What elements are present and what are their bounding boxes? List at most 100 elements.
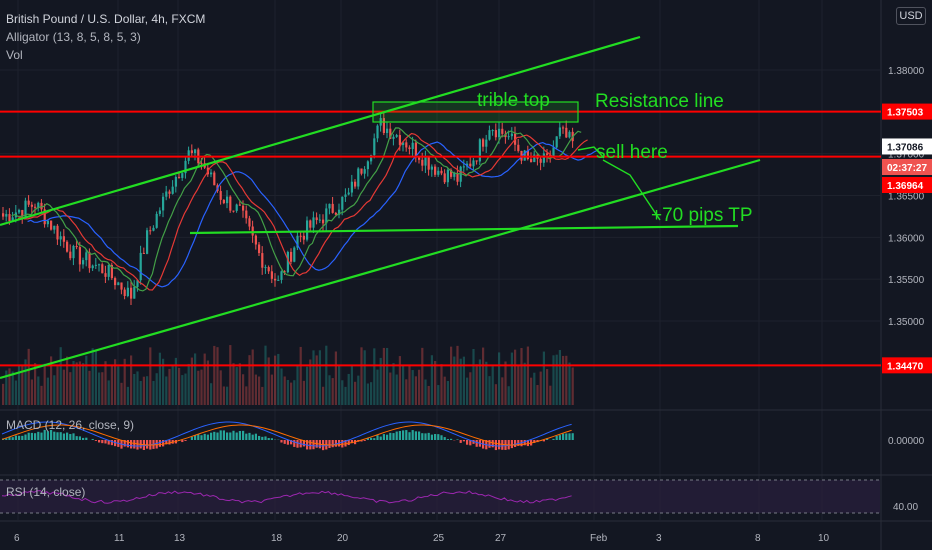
candle-body — [37, 202, 40, 208]
volume-legend[interactable]: Vol — [6, 48, 23, 62]
volume-bar — [98, 372, 101, 405]
candle-body — [222, 199, 225, 204]
macd-bar — [232, 430, 235, 440]
volume-bar — [235, 367, 238, 405]
candle-body — [331, 203, 334, 213]
macd-bar — [488, 440, 491, 448]
macd-bar — [517, 440, 520, 446]
candle-body — [405, 142, 408, 148]
candle-body — [421, 159, 424, 166]
macd-bar — [158, 440, 161, 447]
price-tag — [882, 357, 932, 374]
rsi-legend[interactable]: RSI (14, close) — [6, 485, 86, 499]
projection-arrow — [602, 159, 661, 221]
volume-bar — [104, 361, 107, 405]
volume-bar — [542, 351, 545, 405]
volume-bar — [21, 365, 24, 405]
candle-body — [478, 139, 481, 162]
alligator-legend[interactable]: Alligator (13, 8, 5, 8, 5, 3) — [6, 30, 141, 44]
volume-bar — [424, 379, 427, 405]
volume-bar — [190, 357, 193, 405]
candle-body — [242, 205, 245, 211]
candle-body — [274, 278, 277, 281]
macd-bar — [523, 440, 526, 446]
macd-bar — [498, 440, 501, 450]
macd-bar — [437, 434, 440, 440]
volume-bar — [434, 360, 437, 405]
candle-body — [558, 127, 561, 137]
volume-bar — [200, 369, 203, 405]
volume-bar — [264, 345, 267, 405]
volume-bar — [75, 362, 78, 405]
macd-bar — [53, 431, 56, 440]
price-tag — [882, 159, 932, 175]
macd-bar — [18, 435, 21, 440]
candle-body — [8, 214, 11, 221]
time-tick-label: Feb — [590, 533, 608, 544]
candle-body — [306, 220, 309, 240]
rsi-axis-label: 40.00 — [893, 502, 918, 513]
currency-button[interactable]: USD — [896, 7, 926, 25]
macd-bar — [514, 440, 517, 447]
macd-bar — [85, 437, 88, 440]
volume-bar — [152, 380, 155, 405]
candle-body — [232, 210, 235, 212]
volume-bar — [325, 345, 328, 405]
volume-bar — [331, 378, 334, 405]
macd-line — [1, 421, 572, 447]
candle-body — [555, 136, 558, 148]
macd-bar — [261, 436, 264, 440]
macd-legend[interactable]: MACD (12, 26, close, 9) — [6, 418, 135, 432]
volume-bar — [363, 350, 366, 405]
volume-bar — [478, 359, 481, 405]
macd-bar — [146, 440, 149, 449]
macd-bar — [459, 440, 462, 443]
macd-bar — [219, 430, 222, 440]
candle-body — [293, 247, 296, 262]
price-tag-label: 1.34470 — [887, 361, 924, 372]
volume-bar — [520, 348, 523, 405]
macd-bar — [360, 440, 363, 442]
macd-bar — [94, 440, 97, 441]
candle-body — [440, 170, 443, 174]
price-tag — [882, 103, 932, 120]
volume-bar — [488, 376, 491, 405]
candle-body — [251, 226, 254, 236]
candle-body — [510, 133, 513, 137]
candle-body — [155, 213, 158, 228]
candle-body — [59, 236, 62, 240]
volume-bar — [392, 363, 395, 405]
volume-bar — [443, 376, 446, 405]
price-tag — [882, 138, 932, 155]
candle-body — [494, 130, 497, 138]
macd-bar — [411, 430, 414, 440]
macd-bar — [382, 434, 385, 440]
macd-bar — [78, 436, 81, 440]
candle-body — [395, 135, 398, 137]
candle-body — [5, 214, 8, 217]
candle-body — [104, 273, 107, 277]
candle-body — [56, 225, 59, 240]
candle-body — [312, 217, 315, 228]
candle-body — [11, 217, 14, 221]
price-tick-label: 1.37000 — [888, 150, 925, 161]
volume-bar — [517, 365, 520, 405]
candle-body — [210, 172, 213, 175]
candle-body — [418, 157, 421, 160]
candle-body — [85, 252, 88, 261]
volume-bar — [549, 385, 552, 405]
candle-body — [334, 212, 337, 215]
volume-bar — [210, 383, 213, 405]
volume-bar — [46, 377, 49, 405]
macd-bar — [168, 440, 171, 445]
volume-bar — [299, 346, 302, 405]
grid-lines — [0, 0, 880, 520]
candle-body — [18, 210, 21, 213]
macd-bar — [69, 434, 72, 440]
macd-bar — [542, 440, 545, 442]
candle-body — [267, 267, 270, 272]
candle-body — [136, 280, 139, 287]
volume-bars — [2, 345, 574, 405]
